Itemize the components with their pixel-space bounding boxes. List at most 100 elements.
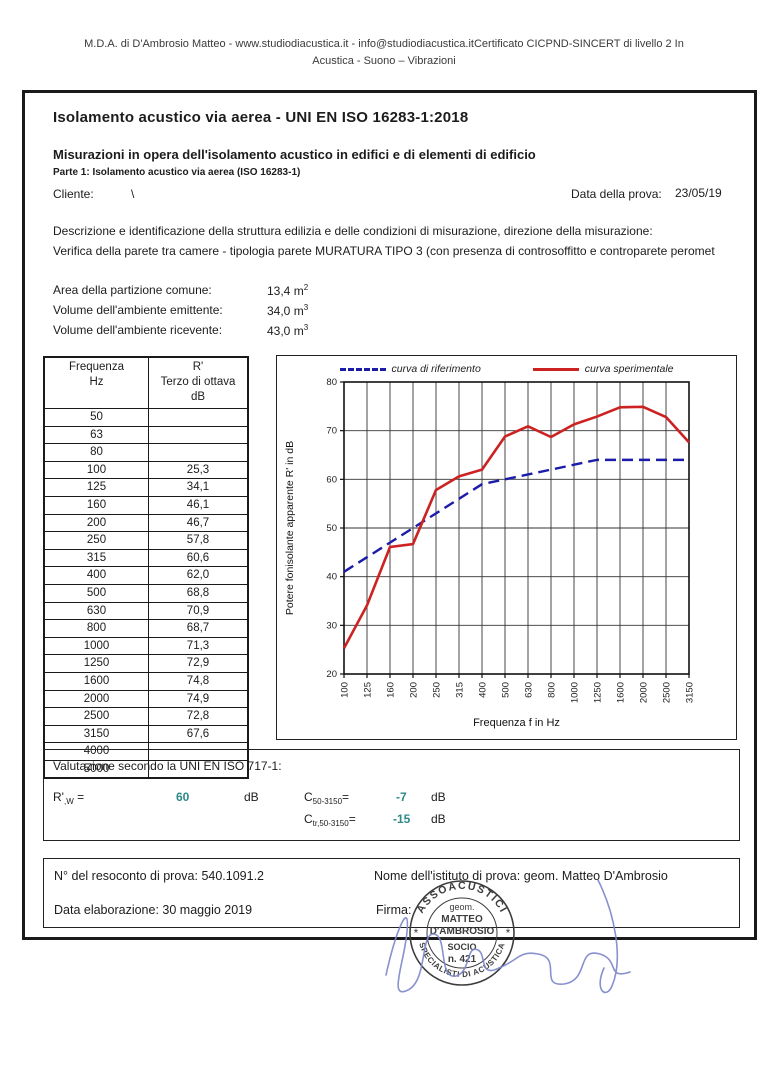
svg-text:200: 200 [409, 682, 420, 698]
signature-stroke-tall [597, 879, 619, 994]
description-label: Descrizione e identificazione della stru… [53, 224, 653, 238]
report-subtitle: Misurazioni in opera dell'isolamento acu… [53, 147, 536, 162]
client-value: \ [131, 187, 135, 201]
client-label: Cliente: [53, 187, 94, 201]
table-row: 2000 74,9 [43, 689, 249, 709]
rw-unit: dB [244, 790, 259, 804]
table-row: 63 [43, 425, 249, 445]
r-value-cell: 25,3 [148, 460, 249, 480]
evaluation-title: Valutazione secondo la UNI EN ISO 717-1: [53, 759, 282, 773]
svg-text:60: 60 [326, 474, 337, 485]
table-row: 315 60,6 [43, 548, 249, 568]
r-value-cell: 70,9 [148, 601, 249, 621]
r-value-cell: 72,8 [148, 707, 249, 726]
measurements-block: Area della partizione comune: 13,4 m2 Vo… [53, 283, 383, 343]
frequency-cell: 125 [43, 478, 149, 497]
test-date-value: 23/05/19 [675, 186, 722, 200]
stamp-star-right: * [506, 926, 511, 940]
svg-text:315: 315 [455, 682, 466, 698]
frequency-cell: 400 [43, 566, 149, 585]
client-row: Cliente: \ Data della prova: 23/05/19 [53, 186, 743, 201]
svg-text:1600: 1600 [616, 682, 627, 703]
measurement-area: Area della partizione comune: 13,4 m2 [53, 283, 383, 303]
r-value-cell: 71,3 [148, 636, 249, 656]
table-row: 125 34,1 [43, 478, 249, 497]
svg-text:30: 30 [326, 620, 337, 631]
svg-text:250: 250 [432, 682, 443, 698]
stamp-inner-ring [426, 897, 498, 969]
frequency-cell: 50 [43, 408, 149, 427]
stamp-last-name: D'AMBROSIO [430, 926, 495, 937]
measurement-value: 34,0 m3 [267, 303, 309, 318]
report-title: Isolamento acustico via aerea - UNI EN I… [53, 109, 469, 126]
r-value-cell [148, 759, 249, 779]
letterhead: M.D.A. di D'Ambrosio Matteo - www.studio… [0, 36, 768, 70]
frequency-cell: 315 [43, 548, 149, 568]
svg-text:100: 100 [340, 682, 351, 698]
frequency-cell: 2000 [43, 689, 149, 709]
table-row: 5000 [43, 759, 249, 779]
r-value-cell [148, 408, 249, 427]
frequency-cell: 630 [43, 601, 149, 621]
svg-text:70: 70 [326, 426, 337, 437]
handwritten-signature [368, 870, 658, 1020]
r-value-cell: 72,9 [148, 654, 249, 673]
stamp-title: geom. [449, 902, 474, 912]
institute-name: Nome dell'istituto di prova: geom. Matte… [374, 869, 668, 883]
frequency-cell: 1000 [43, 636, 149, 656]
svg-text:160: 160 [386, 682, 397, 698]
table-row: 1250 72,9 [43, 654, 249, 673]
svg-text:40: 40 [326, 572, 337, 583]
r-value-cell: 68,8 [148, 583, 249, 603]
r-value-cell [148, 425, 249, 445]
evaluation-panel: Valutazione secondo la UNI EN ISO 717-1:… [43, 749, 740, 841]
c50-value: -7 [396, 790, 407, 804]
elaboration-date: Data elaborazione: 30 maggio 2019 [54, 903, 253, 917]
frequency-table: Frequenza Hz R' Terzo di ottava dB 50 63 80 10… [43, 356, 249, 780]
measurement-value: 13,4 m2 [267, 283, 309, 298]
frequency-cell: 1600 [43, 671, 149, 691]
ctr-value: -15 [393, 812, 411, 826]
table-row: 1600 74,8 [43, 671, 249, 691]
c50-unit: dB [431, 790, 446, 804]
stamp-member-number: n. 421 [448, 954, 477, 965]
svg-text:1000: 1000 [570, 682, 581, 703]
svg-text:3150: 3150 [685, 682, 696, 703]
table-row: 250 57,8 [43, 531, 249, 550]
svg-text:50: 50 [326, 523, 337, 534]
report-part-line: Parte 1: Isolamento acustico via aerea (… [53, 167, 301, 178]
table-row: 200 46,7 [43, 513, 249, 533]
frequency-column-header: Frequenza Hz [43, 356, 149, 409]
measurement-value: 43,0 m3 [267, 323, 309, 338]
r-value-cell: 67,6 [148, 724, 249, 744]
r-value-cell: 74,9 [148, 689, 249, 709]
letterhead-line1: M.D.A. di D'Ambrosio Matteo - www.studio… [84, 38, 684, 50]
measurement-label: Volume dell'ambiente ricevente: [53, 323, 223, 337]
table-row: 100 25,3 [43, 460, 249, 480]
svg-text:630: 630 [524, 682, 535, 698]
reference-curve-swatch [339, 367, 386, 371]
r-value-cell [148, 443, 249, 462]
frequency-cell: 5000 [43, 759, 149, 779]
frequency-cell: 250 [43, 531, 149, 550]
report-frame: Isolamento acustico via aerea - UNI EN I… [22, 90, 757, 940]
r-value-cell: 74,8 [148, 671, 249, 691]
svg-text:80: 80 [326, 377, 337, 388]
legend-label-reference: curva di riferimento [391, 363, 481, 375]
description-block: Descrizione e identificazione della stru… [53, 221, 755, 261]
legend-item-experimental: curva sperimentale [532, 363, 674, 375]
frequency-cell: 100 [43, 460, 149, 480]
frequency-cell: 2500 [43, 707, 149, 726]
stamp-member-word: SOCIO [447, 942, 476, 952]
chart-legend: curva di riferimento curva sperimentale [277, 363, 736, 375]
line-chart: 20 30 40 50 60 70 80 100 125 160 200 250 315 400 500 63… [284, 377, 696, 729]
r-value-cell: 46,1 [148, 495, 249, 515]
svg-text:800: 800 [547, 682, 558, 698]
c50-label: C50-3150= [304, 790, 350, 806]
test-date-label: Data della prova: [571, 187, 662, 201]
frequency-cell: 200 [43, 513, 149, 533]
r-value-cell: 34,1 [148, 478, 249, 497]
stamp-outer-ring [409, 880, 515, 986]
svg-text:400: 400 [478, 682, 489, 698]
